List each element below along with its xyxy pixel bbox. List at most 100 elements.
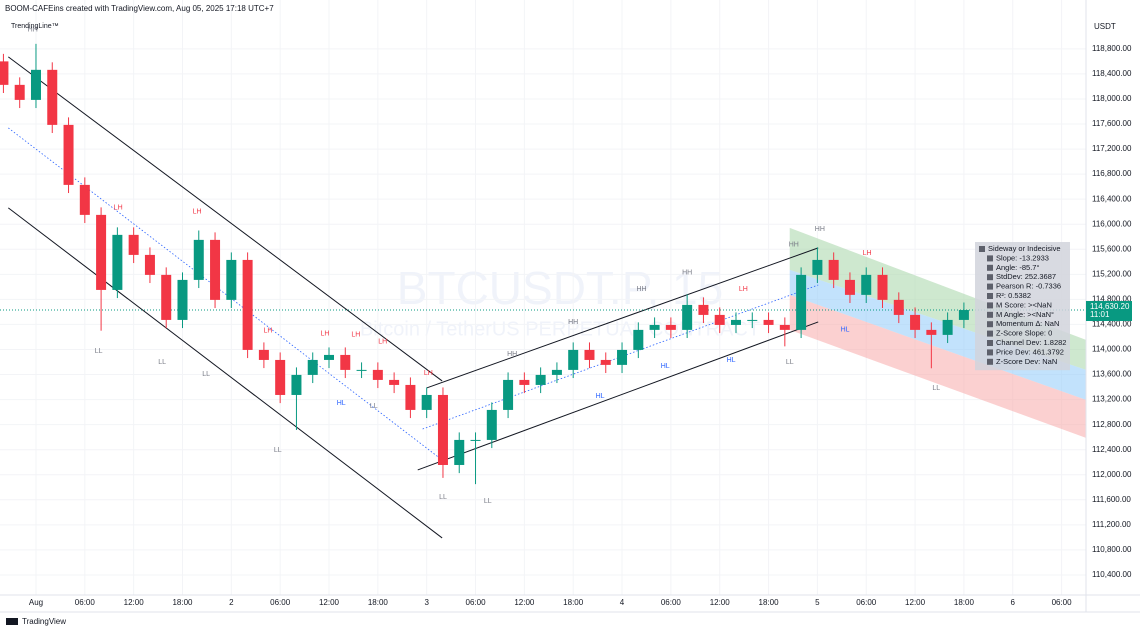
candle-body [63,124,74,185]
candle-body [14,84,25,100]
x-tick-label: 3 [424,598,429,607]
candle-body [730,319,741,325]
y-tick-label: 113,200.00 [1092,395,1132,404]
stats-line: Pearson R: -0.7336 [996,282,1061,291]
candle-body [747,319,758,321]
x-tick-label: 06:00 [1052,598,1073,607]
candle-body [812,259,823,275]
pivot-label: HL [596,393,605,400]
regression-band [789,294,1086,438]
x-tick-label: 12:00 [319,598,340,607]
pivot-label: LL [95,348,103,355]
y-tick-label: 112,800.00 [1092,420,1132,429]
stats-icon [987,274,993,281]
x-tick-label: 18:00 [759,598,780,607]
candle-body [421,394,432,410]
y-tick-label: 110,400.00 [1092,570,1132,579]
trendline [426,247,819,389]
y-tick-label: 111,200.00 [1092,520,1131,529]
y-tick-label: 118,000.00 [1092,94,1132,103]
y-tick-label: 113,600.00 [1092,370,1132,379]
y-tick-label: 116,400.00 [1092,194,1132,203]
candle-body [763,319,774,325]
y-tick-label: 111,600.00 [1092,495,1131,504]
x-tick-label: 6 [1011,598,1016,607]
candle-body [568,349,579,370]
y-tick-label: 115,200.00 [1092,269,1132,278]
candle-body [535,374,546,385]
stats-icon [987,340,993,346]
candle-body [893,299,904,315]
candle-body [698,304,709,315]
candle-body [79,184,90,215]
stats-line: Channel Dev: 1.8282 [996,338,1066,347]
stats-icon [987,264,993,271]
indicator-name[interactable]: TrendingLine™ [11,23,59,30]
pivot-label: LL [786,359,794,366]
stats-line: Angle: -85.7° [996,263,1039,272]
y-tick-label: 114,400.00 [1092,320,1132,329]
candle-body [796,274,807,330]
pivot-label: LL [202,371,210,378]
stats-line: Z-Score Slope: 0 [996,329,1052,338]
stats-icon [987,321,993,328]
candle-body [389,379,400,385]
candle-body [844,279,855,295]
x-tick-label: 18:00 [954,598,975,607]
pivot-label: LH [114,205,123,212]
y-tick-label: 118,400.00 [1092,69,1132,78]
candle-body [128,234,139,255]
candle-body [910,314,921,330]
countdown: 11:01 [1090,310,1110,319]
y-tick-label: 110,800.00 [1092,545,1132,554]
chart-title: BOOM-CAFEins created with TradingView.co… [5,4,274,13]
candle-body [958,310,969,320]
stats-line: Price Dev: 461.3792 [996,347,1064,356]
pivot-label: HH [568,319,578,326]
x-tick-label: 2 [229,598,234,607]
candle-body [177,279,188,320]
candle-body [779,324,790,330]
x-tick-label: 5 [815,598,820,607]
x-tick-label: Aug [29,598,43,607]
x-tick-label: 06:00 [466,598,487,607]
pivot-label: LL [158,359,166,366]
candle-body [665,324,676,330]
candle-body [405,384,416,410]
trendline [8,56,443,382]
pivot-label: LL [439,494,447,501]
x-tick-label: 12:00 [514,598,535,607]
pivot-label: LH [351,332,360,339]
pivot-label: HH [682,270,692,277]
stats-line: Slope: -13.2933 [996,253,1049,262]
candle-body [193,239,204,280]
price-label: 114,630.20 [1090,302,1130,311]
x-tick-label: 18:00 [172,598,193,607]
stats-icon [987,349,993,356]
watermark: BTCUSDT.P, 15 [397,262,723,314]
footer-brand[interactable]: TradingView [22,617,66,626]
candle-body [551,369,562,375]
watermark-subtitle: Bitcoin / TetherUS PERPETUAL CONTRACT [360,318,760,340]
pivot-label: LH [863,250,872,257]
candle-body [340,354,351,370]
pivot-label: LL [370,403,378,410]
stats-line: R²: 0.5382 [996,291,1031,300]
pivot-label: HL [661,363,670,370]
stats-line: StdDev: 252.3687 [996,272,1056,281]
y-tick-label: 114,800.00 [1092,294,1132,303]
candle-body [210,239,221,300]
candle-body [242,259,253,350]
candle-body [942,319,953,335]
stats-icon [987,283,993,290]
candle-body [30,69,41,100]
stats-icon [987,293,993,299]
x-tick-label: 06:00 [75,598,96,607]
candle-body [226,259,237,300]
candle-body [307,359,318,375]
candle-body [828,259,839,280]
candle-body [617,349,628,365]
candle-body [519,379,530,385]
stats-icon [987,311,993,318]
